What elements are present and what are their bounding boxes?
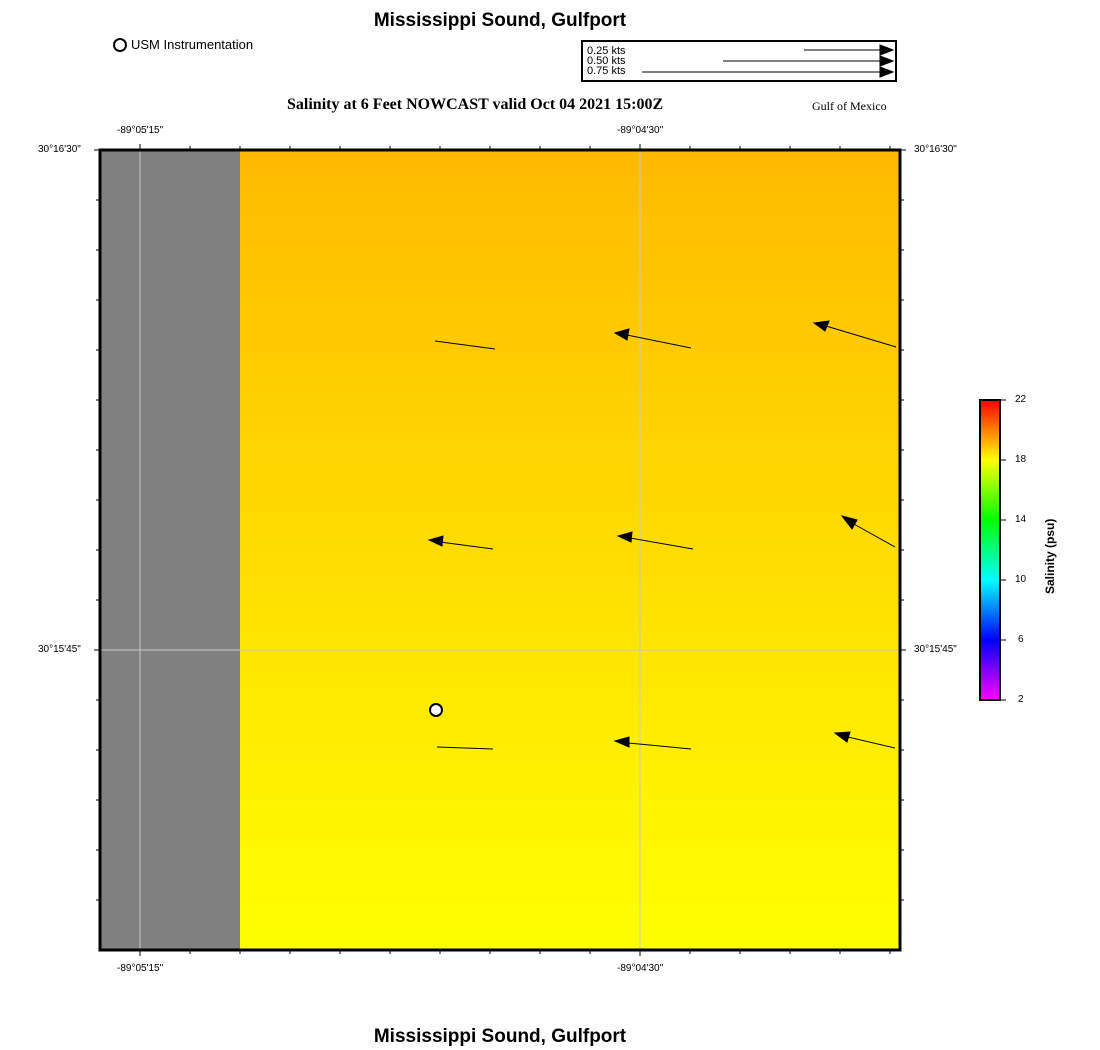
- current-vector: [626, 334, 692, 349]
- colorbar-ticks: [1000, 399, 1006, 701]
- current-vector: [825, 325, 897, 348]
- current-vector: [847, 736, 896, 749]
- lon-bottom-label-2: -89°04'30": [617, 963, 664, 974]
- colorbar-tick-label: 6: [1018, 634, 1024, 645]
- vector-scale-arrowhead-2: [879, 55, 895, 67]
- current-vector-arrowhead: [613, 328, 630, 341]
- map-frame: [98, 148, 902, 952]
- current-vector: [627, 742, 692, 750]
- colorbar-tick-label: 10: [1015, 574, 1027, 585]
- current-vector-arrowhead: [812, 320, 830, 332]
- colorbar-tick-label: 22: [1015, 394, 1027, 405]
- current-vector-arrowhead: [616, 531, 633, 543]
- colorbar-tick-label: 14: [1015, 514, 1027, 525]
- current-vector-arrowhead: [427, 535, 444, 547]
- usm-station-marker[interactable]: [429, 703, 443, 717]
- map-title: Mississippi Sound, Gulfport: [373, 10, 627, 31]
- lat-left-label-2: 30°15'45": [38, 644, 81, 655]
- region-label: Gulf of Mexico: [812, 99, 887, 113]
- salinity-colorbar: [979, 399, 1006, 701]
- map-footer-title: Mississippi Sound, Gulfport: [373, 1026, 627, 1047]
- lon-bottom-label-1: -89°05'15": [117, 963, 164, 974]
- vector-scale-arrowhead-3: [879, 66, 895, 78]
- station-marker-icon: [113, 37, 127, 52]
- lon-top-label-2: -89°04'30": [617, 125, 664, 136]
- map-subtitle: Salinity at 6 Feet NOWCAST valid Oct 04 …: [287, 96, 664, 113]
- current-vector: [434, 340, 496, 350]
- station-legend-label: USM Instrumentation: [131, 37, 254, 52]
- vector-scale-label-3: 0.75 kts: [587, 65, 626, 77]
- vector-scale-label-1: 0.25 kts: [587, 45, 626, 57]
- vector-scale-legend: 0.25 kts 0.50 kts 0.75 kts: [581, 40, 897, 82]
- colorbar-tick-label: 2: [1018, 694, 1024, 705]
- colorbar-title: Salinity (psu): [1043, 518, 1057, 594]
- vector-scale-label-2: 0.50 kts: [587, 55, 626, 67]
- current-vector-arrowhead: [613, 736, 630, 748]
- current-vector: [439, 541, 494, 550]
- colorbar-tick-label: 18: [1015, 454, 1027, 465]
- current-vector-arrowhead: [840, 515, 858, 530]
- lat-right-label-2: 30°15'45": [914, 644, 957, 655]
- vector-scale-arrowhead-1: [879, 44, 895, 56]
- current-vectors: [427, 320, 897, 750]
- current-vector: [436, 746, 494, 750]
- land-area: [100, 150, 240, 950]
- graticule: [100, 150, 900, 950]
- lon-top-label-1: -89°05'15": [117, 125, 164, 136]
- colorbar-gradient: [979, 399, 1001, 701]
- salinity-map: [94, 144, 906, 956]
- current-vector: [851, 522, 896, 548]
- station-legend: USM Instrumentation: [113, 37, 253, 52]
- vector-scale-arrows: [642, 44, 895, 78]
- lat-right-label-1: 30°16'30": [914, 144, 957, 155]
- current-vector: [629, 537, 694, 550]
- current-vector-arrowhead: [833, 731, 851, 743]
- lat-left-label-1: 30°16'30": [38, 144, 81, 155]
